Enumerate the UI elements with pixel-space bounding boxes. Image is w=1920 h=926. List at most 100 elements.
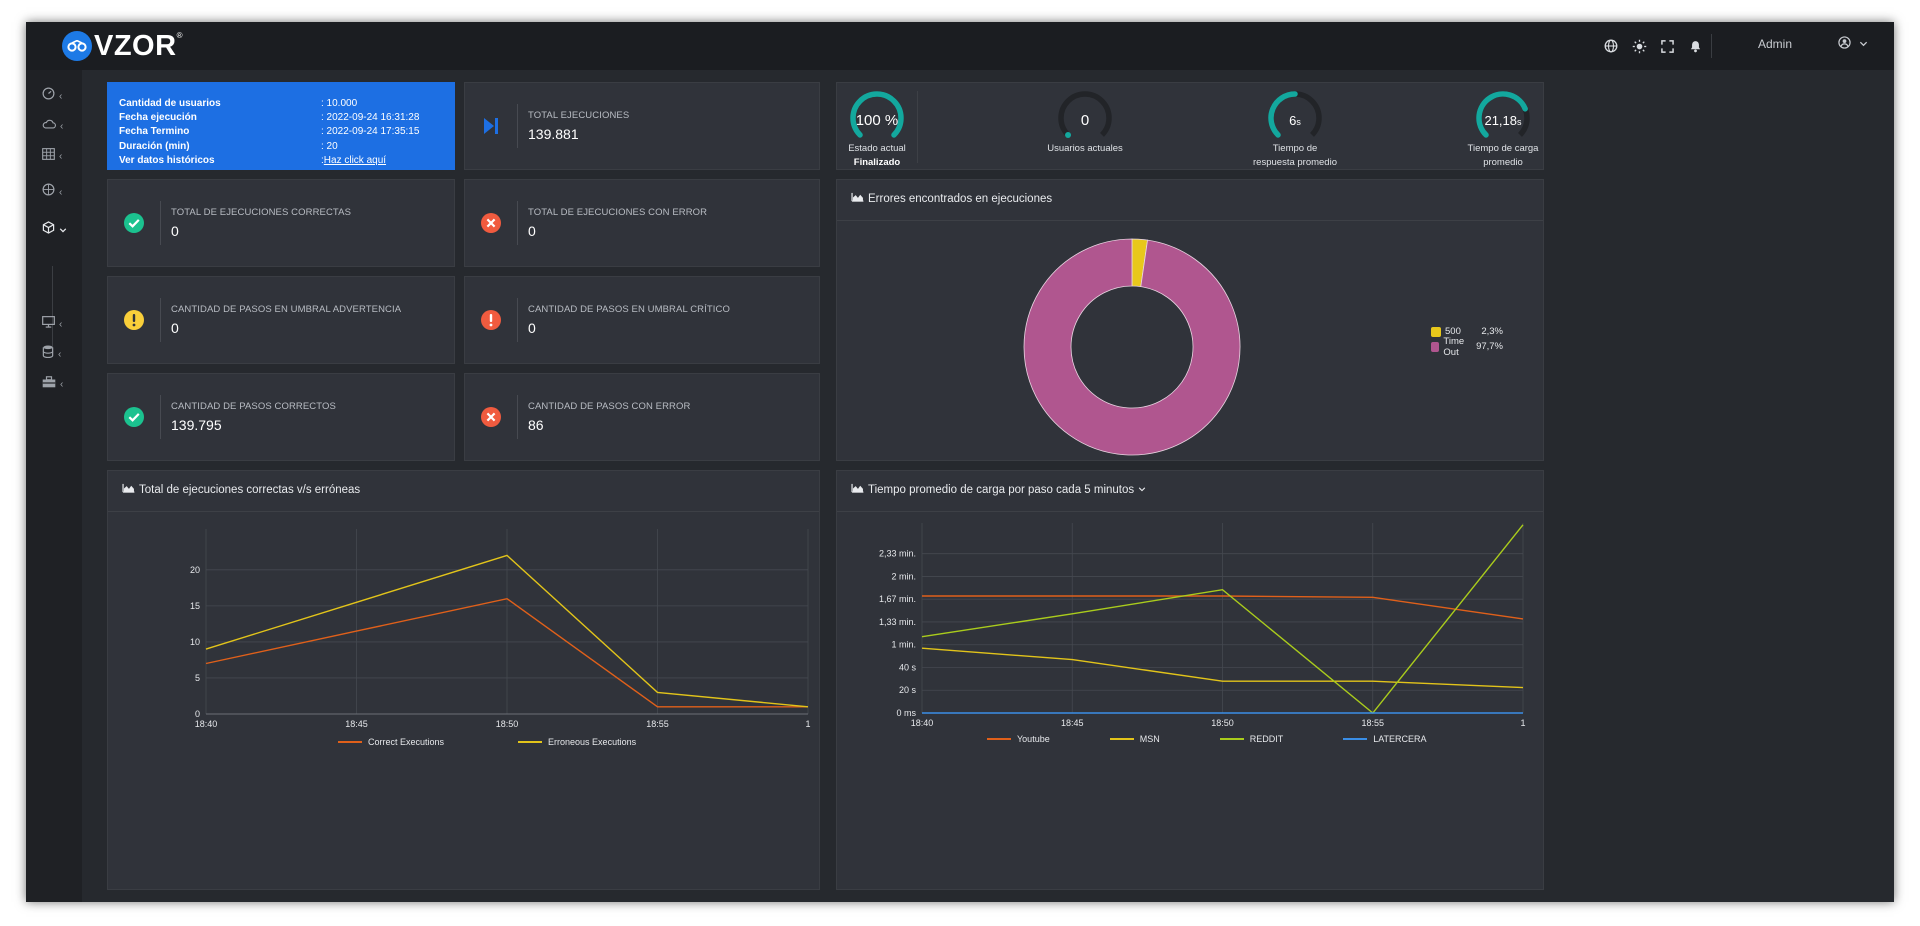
info-value: : 20 [321, 140, 338, 152]
legend-item-latercera[interactable]: LATERCERA [1343, 734, 1427, 744]
fullscreen-icon[interactable] [1658, 37, 1676, 55]
gauge-respuesta-unit: s [1296, 117, 1301, 127]
legend-pct-timeout: 97,7% [1476, 341, 1503, 352]
x-circle-icon [465, 374, 517, 460]
chevron-left-icon: ‹ [60, 120, 64, 132]
logo-mark-icon [62, 31, 92, 61]
gauge-carga-arc [1476, 91, 1528, 138]
sidebar-item-grid[interactable]: ‹ [42, 146, 76, 166]
y-tick-label: 10 [190, 637, 200, 647]
series-line-reddit[interactable] [921, 524, 1524, 714]
app-window: VZOR ® Admin [26, 22, 1894, 902]
series-line-msn[interactable] [921, 647, 1524, 689]
chevron-left-icon: ‹ [59, 318, 63, 330]
stat-label: CANTIDAD DE PASOS CON ERROR [528, 401, 691, 412]
bell-icon[interactable] [1686, 37, 1704, 55]
chevron-left-icon: ‹ [59, 186, 63, 198]
errors-title-text: Errores encontrados en ejecuciones [868, 192, 1053, 205]
gauge-estado-value: 100 % [856, 112, 899, 129]
legend-item-youtube[interactable]: Youtube [987, 734, 1050, 744]
logo[interactable]: VZOR ® [62, 30, 182, 62]
executions-line-chart: 0 5 10 15 20 18:40 18:45 18:50 18:55 1 [190, 529, 811, 729]
globe-icon[interactable] [1602, 37, 1620, 55]
stat-label: TOTAL DE EJECUCIONES CON ERROR [528, 207, 708, 218]
x-tick-label: 18:40 [195, 719, 218, 729]
skip-forward-icon [465, 83, 517, 169]
sidebar-item-modules[interactable] [42, 220, 76, 240]
area-chart-icon [851, 483, 864, 496]
info-value: : 2022-09-24 16:31:28 [321, 112, 420, 124]
y-tick-label: 20 [190, 565, 200, 575]
user-menu[interactable]: Admin [1758, 36, 1868, 52]
gauge-respuesta: 6s Tiempo de respuesta promedio [1225, 89, 1365, 169]
gauge-estado-arc [850, 91, 904, 138]
stat-value: 86 [528, 417, 544, 433]
legend-item-reddit[interactable]: REDDIT [1219, 734, 1283, 744]
sidebar-item-database[interactable]: ‹ [42, 344, 76, 364]
y-tick-label: 40 s [899, 662, 917, 672]
gauge-usuarios-dot [1065, 131, 1072, 138]
legend-label-erroneous: Erroneous Executions [548, 737, 637, 747]
gauge-usuarios: 0 Usuarios actuales [1015, 89, 1155, 155]
y-tick-label: 1,67 min. [879, 594, 916, 604]
sidebar-item-network[interactable]: ‹ [42, 182, 76, 202]
errors-panel: Errores encontrados en ejecuciones 500 2… [836, 179, 1544, 461]
cloud-icon [42, 117, 56, 135]
stat-label: CANTIDAD DE PASOS CORRECTOS [171, 401, 336, 412]
donut-slice-time-out[interactable] [1023, 238, 1241, 456]
legend-label-latercera: LATERCERA [1373, 734, 1427, 744]
series-line-youtube[interactable] [922, 595, 1524, 620]
load-panel-title[interactable]: Tiempo promedio de carga por paso cada 5… [851, 483, 1146, 496]
x-tick-label: 18:50 [496, 719, 519, 729]
x-tick-label: 18:55 [1361, 718, 1384, 728]
toolbox-icon [42, 375, 56, 393]
stat-value: 0 [528, 320, 536, 336]
chevron-down-icon [59, 221, 67, 239]
sun-icon[interactable] [1630, 37, 1648, 55]
gauge-carga-value: 21,18 [1484, 113, 1517, 128]
legend-item-msn[interactable]: MSN [1109, 734, 1160, 744]
series-line-correct-executions[interactable] [205, 597, 808, 708]
historic-link[interactable]: Haz click aquí [323, 154, 387, 166]
legend-item-erroneous[interactable]: Erroneous Executions [518, 737, 636, 747]
legend-item-correct[interactable]: Correct Executions [338, 737, 444, 747]
stat-value: 139.881 [528, 126, 579, 142]
y-tick-label: 5 [195, 673, 200, 683]
legend-item-timeout[interactable]: Time Out 97,7% [1431, 336, 1503, 358]
sidebar-item-tools[interactable]: ‹ [42, 374, 76, 394]
chevron-left-icon: ‹ [59, 90, 63, 102]
load-time-line-chart: 0 ms 20 s 40 s 1 min. 1,33 min. 1,67 min. 2 mi… [879, 523, 1526, 728]
globe-icon [42, 183, 55, 201]
y-tick-label: 1,33 min. [879, 617, 916, 627]
sidebar-item-cloud[interactable]: ‹ [42, 116, 76, 136]
info-key: Ver datos históricos [119, 154, 215, 166]
submenu-line [52, 266, 53, 354]
area-chart-icon [122, 483, 135, 496]
donut-legend: 500 2,3% Time Out 97,7% [1431, 324, 1503, 358]
info-row: Fecha Termino: 2022-09-24 17:35:15 [119, 125, 443, 139]
chevron-left-icon: ‹ [58, 348, 62, 360]
series-line-erroneous-executions[interactable] [205, 554, 809, 708]
warning-steps-card: CANTIDAD DE PASOS EN UMBRAL ADVERTENCIA … [107, 276, 455, 364]
sidebar-item-monitor[interactable]: ‹ [42, 314, 76, 334]
x-circle-icon [465, 180, 517, 266]
alert-circle-icon [465, 277, 517, 363]
legend-pct-500: 2,3% [1481, 326, 1503, 337]
user-circle-icon [1838, 36, 1851, 52]
stat-label: CANTIDAD DE PASOS EN UMBRAL CRÍTICO [528, 304, 730, 315]
exec-title-text: Total de ejecuciones correctas v/s errón… [139, 483, 361, 496]
legend-item-500[interactable]: 500 2,3% [1431, 324, 1503, 339]
svg-text:21,18s: 21,18s [1484, 113, 1522, 128]
critical-steps-card: CANTIDAD DE PASOS EN UMBRAL CRÍTICO 0 [464, 276, 820, 364]
legend-label-timeout: Time Out [1443, 335, 1465, 358]
info-value: : 10.000 [321, 98, 358, 109]
gauge-carga-unit: s [1517, 117, 1522, 127]
y-tick-label: 0 ms [896, 708, 916, 718]
chevron-down-icon [1859, 37, 1868, 51]
top-bar: VZOR ® Admin [26, 22, 1894, 70]
info-sep: : [321, 154, 324, 166]
user-name: Admin [1757, 37, 1792, 51]
sidebar-item-dashboard[interactable]: ‹ [42, 86, 76, 106]
gauge-estado-label: Estado actual [848, 143, 906, 154]
x-tick-label: 1 [1520, 718, 1525, 728]
